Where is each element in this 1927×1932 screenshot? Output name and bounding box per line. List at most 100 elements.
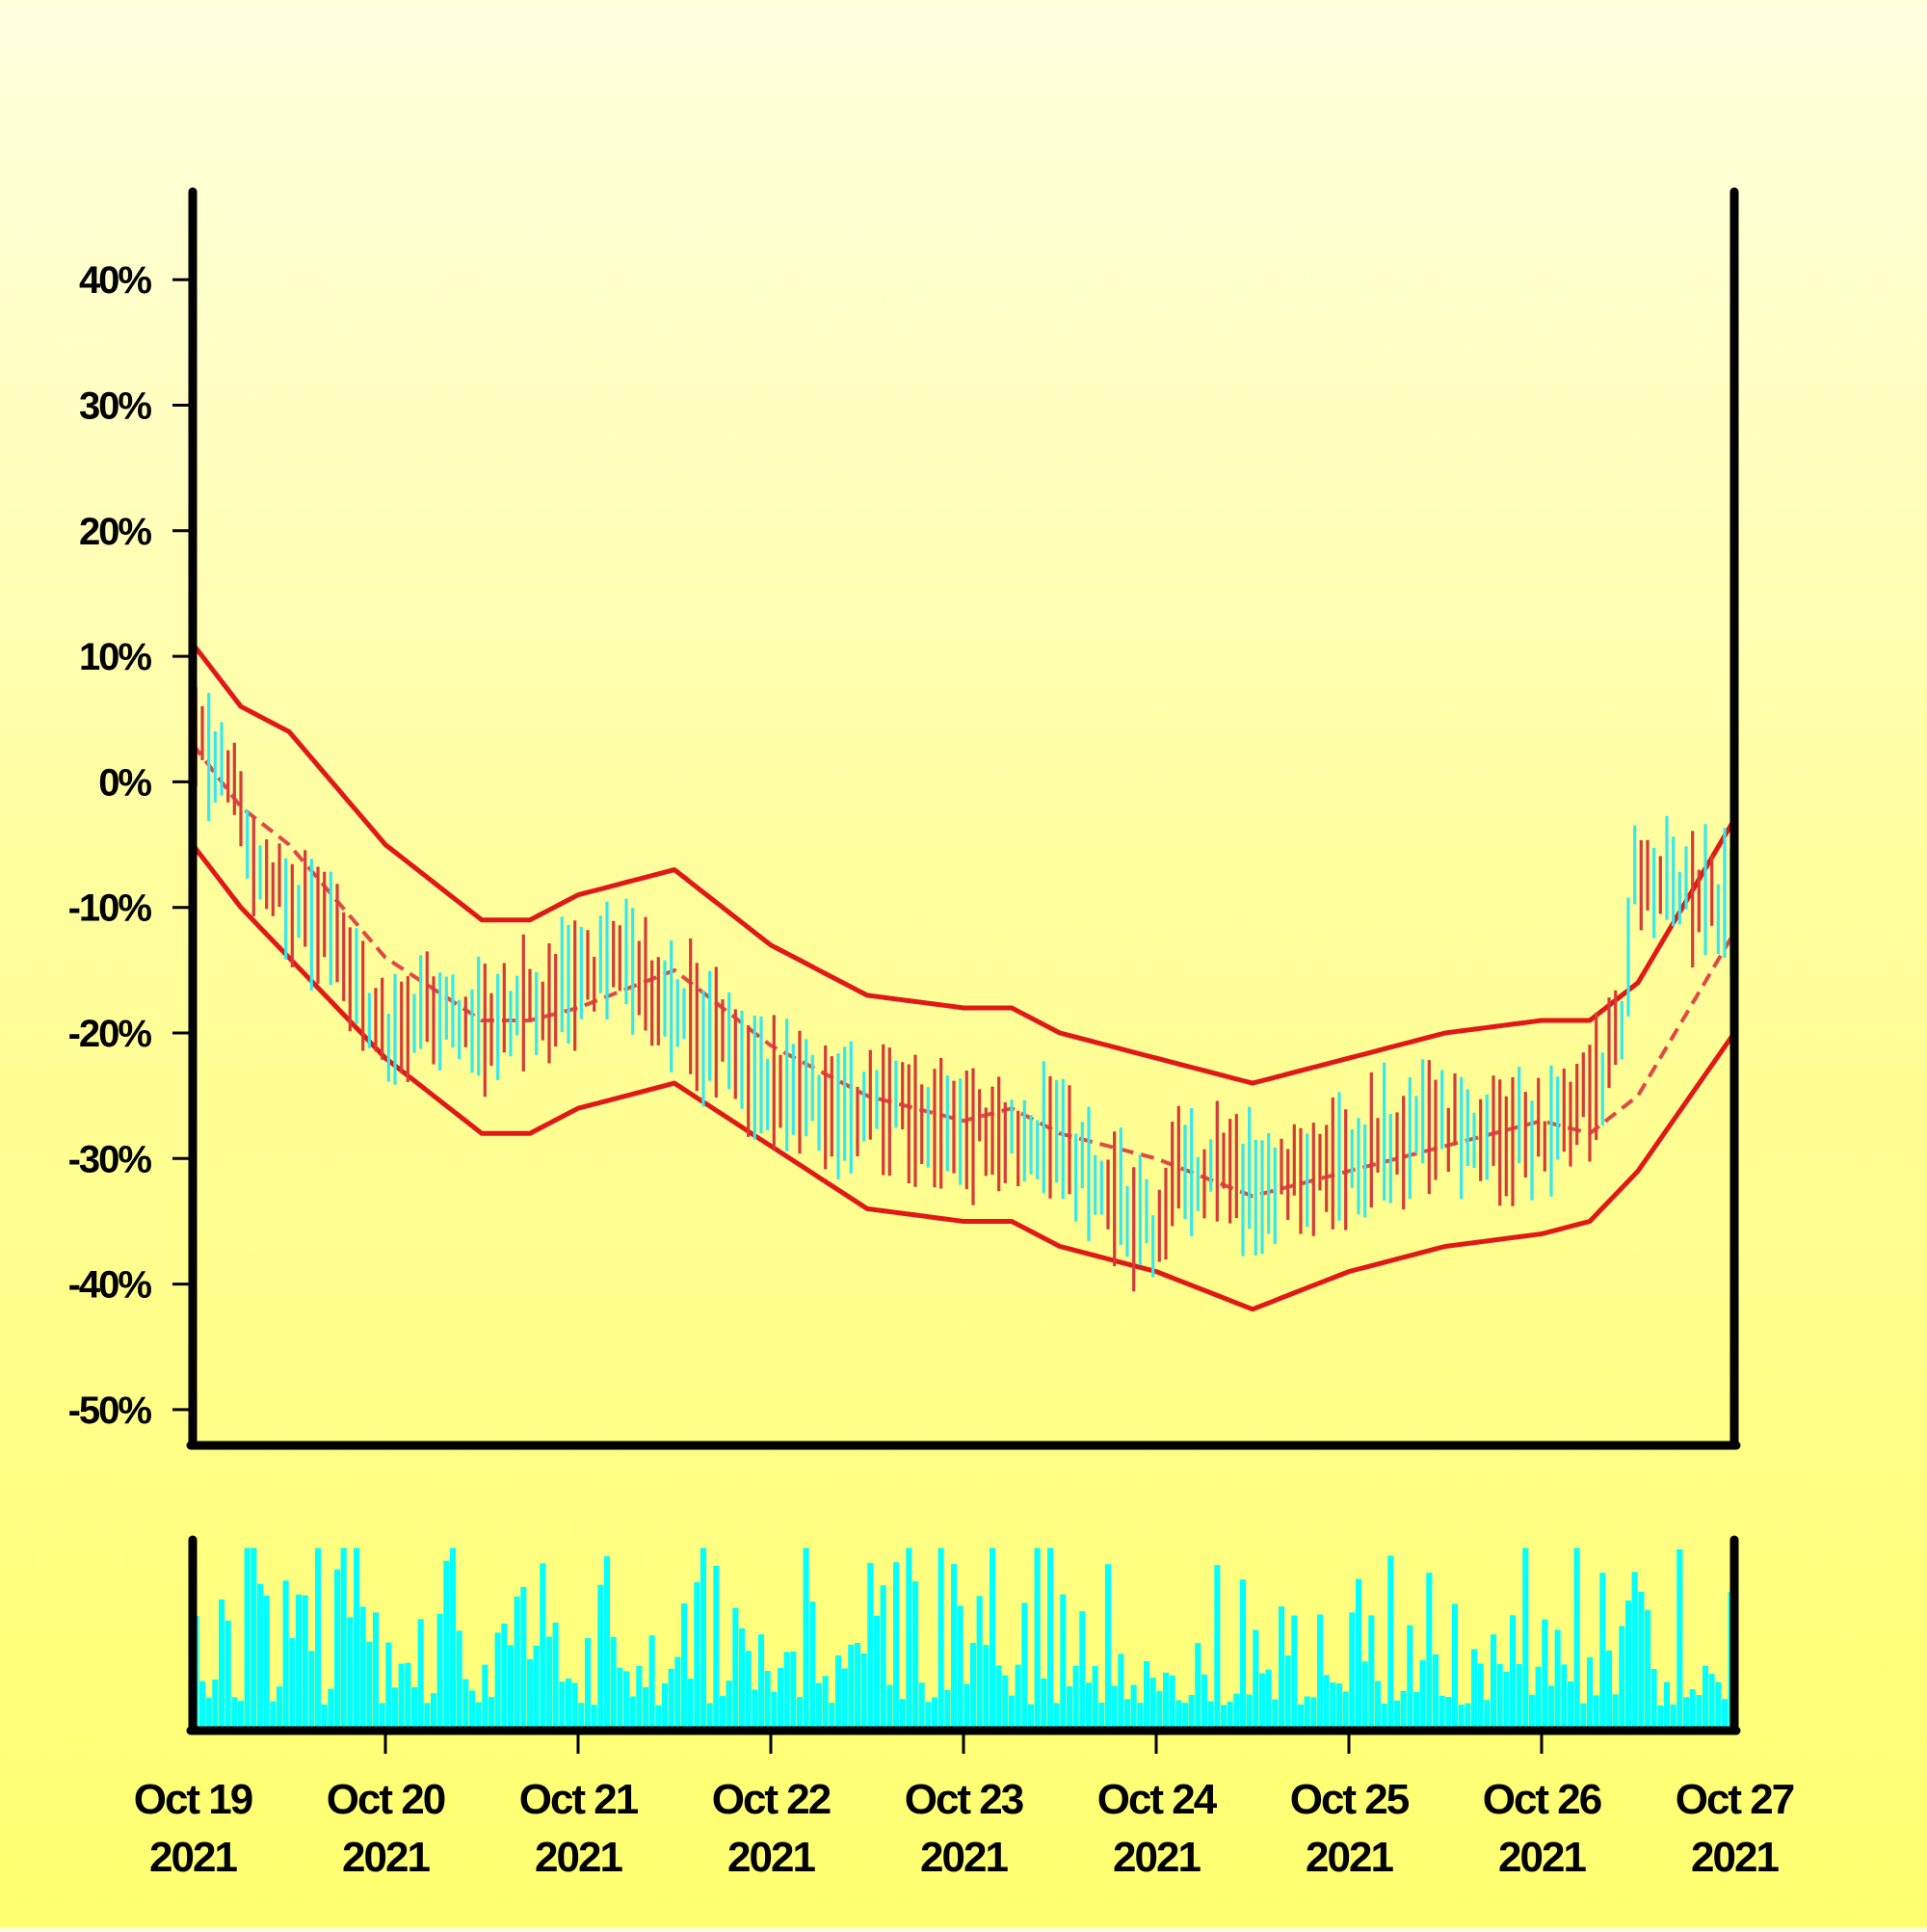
volume-bar — [1715, 1681, 1722, 1728]
volume-bar — [508, 1645, 515, 1728]
volume-bar — [546, 1636, 553, 1728]
volume-bar — [1182, 1703, 1189, 1728]
volume-bar — [1400, 1690, 1407, 1728]
volume-bar — [1156, 1690, 1163, 1728]
volume-bar — [1368, 1615, 1375, 1728]
volume-bar — [803, 1548, 809, 1728]
volume-bar — [995, 1665, 1002, 1728]
volume-bar — [1599, 1573, 1606, 1728]
volume-bar — [1298, 1704, 1305, 1728]
volume-bar — [597, 1584, 604, 1728]
volume-bar — [855, 1643, 861, 1728]
y-tick-label: 30% — [79, 385, 151, 428]
volume-bar — [886, 1684, 893, 1728]
volume-bar — [1098, 1702, 1105, 1728]
volume-bar — [1067, 1686, 1073, 1728]
volume-bar — [308, 1651, 315, 1728]
volume-bar — [1201, 1674, 1208, 1728]
volume-bar — [1516, 1664, 1522, 1728]
volume-bar — [328, 1688, 334, 1728]
volume-bar — [482, 1664, 488, 1728]
x-tick-label-date: Oct 24 — [1097, 1776, 1218, 1823]
volume-bar — [1272, 1699, 1279, 1728]
x-tick-label-date: Oct 20 — [327, 1776, 445, 1823]
volume-bar — [944, 1690, 951, 1728]
volume-bar — [1452, 1603, 1459, 1728]
volume-bar — [809, 1601, 816, 1728]
volume-bar — [1568, 1681, 1574, 1728]
volume-bar — [648, 1635, 655, 1728]
volume-bar — [1105, 1564, 1112, 1728]
volume-bar — [251, 1548, 257, 1728]
volume-bar — [591, 1705, 597, 1728]
volume-bar — [783, 1652, 790, 1728]
volume-bar — [623, 1671, 630, 1728]
volume-bar — [373, 1612, 380, 1728]
volume-bar — [1683, 1697, 1690, 1728]
volume-bar — [1529, 1694, 1536, 1728]
volume-bar — [694, 1582, 700, 1728]
volume-bar — [282, 1580, 289, 1728]
volume-bar — [321, 1704, 328, 1728]
volume-bar — [1149, 1678, 1156, 1728]
volume-bar — [1708, 1674, 1715, 1728]
volume-bar — [1548, 1685, 1555, 1728]
volume-bar — [848, 1644, 855, 1728]
volume-bar — [1394, 1700, 1401, 1728]
volume-bar — [1279, 1606, 1285, 1728]
volume-bar — [739, 1628, 746, 1728]
volume-bar — [1387, 1555, 1394, 1728]
x-tick-label-date: Oct 21 — [519, 1776, 639, 1823]
price-panel: 40% 30% 20% 10% 0% -10% -20% -30% -40% -50% — [68, 187, 1741, 1450]
volume-bar — [1207, 1701, 1214, 1728]
volume-bar — [1118, 1654, 1124, 1728]
volume-bar — [687, 1679, 694, 1728]
volume-bar — [1477, 1663, 1484, 1728]
upper-band-line — [191, 642, 1737, 1086]
y-tick-label: -50% — [68, 1389, 152, 1432]
volume-bar — [1041, 1678, 1047, 1728]
volume-bar — [340, 1548, 347, 1728]
volume-bar — [912, 1581, 919, 1728]
volume-bar — [527, 1658, 534, 1728]
x-tick-label-date: Oct 26 — [1483, 1776, 1601, 1823]
y-tick-label: 20% — [79, 511, 151, 553]
volume-bar — [1561, 1664, 1568, 1728]
volume-bar — [674, 1656, 681, 1728]
volume-bar — [585, 1638, 592, 1728]
x-tick-label-year: 2021 — [1498, 1834, 1586, 1881]
volume-bar — [681, 1603, 688, 1728]
volume-bar — [957, 1605, 964, 1728]
volume-bar — [1631, 1572, 1638, 1728]
volume-bar — [610, 1636, 617, 1728]
x-tick-label-year: 2021 — [1691, 1834, 1779, 1881]
volume-bar — [758, 1634, 765, 1728]
volume-bar — [257, 1583, 264, 1728]
volume-bar — [494, 1632, 501, 1728]
volume-bar — [566, 1678, 572, 1728]
volume-bar — [359, 1606, 366, 1728]
x-tick-label-date: Oct 23 — [905, 1776, 1023, 1823]
y-tick-label: 0% — [98, 761, 151, 804]
volume-bar — [488, 1697, 495, 1728]
x-tick-label-year: 2021 — [727, 1834, 815, 1881]
volume-bar — [1047, 1548, 1054, 1728]
volume-bar — [841, 1668, 848, 1728]
volume-bar — [405, 1662, 411, 1728]
volume-bar — [1625, 1601, 1632, 1728]
volume-bar — [1689, 1689, 1696, 1728]
volume-bar — [1496, 1663, 1503, 1728]
volume-bar — [1361, 1661, 1368, 1728]
volume-bar — [1072, 1665, 1079, 1728]
volume-bar — [469, 1690, 476, 1728]
middle-band-line — [191, 743, 1736, 1199]
volume-bar — [219, 1599, 225, 1728]
volume-bar — [224, 1620, 231, 1728]
y-tick-label: -10% — [68, 887, 152, 930]
volume-bar — [1381, 1704, 1387, 1728]
volume-bar — [238, 1701, 245, 1728]
volume-bar — [1253, 1629, 1259, 1728]
lower-band-line — [191, 843, 1737, 1312]
volume-bar — [1124, 1699, 1131, 1728]
